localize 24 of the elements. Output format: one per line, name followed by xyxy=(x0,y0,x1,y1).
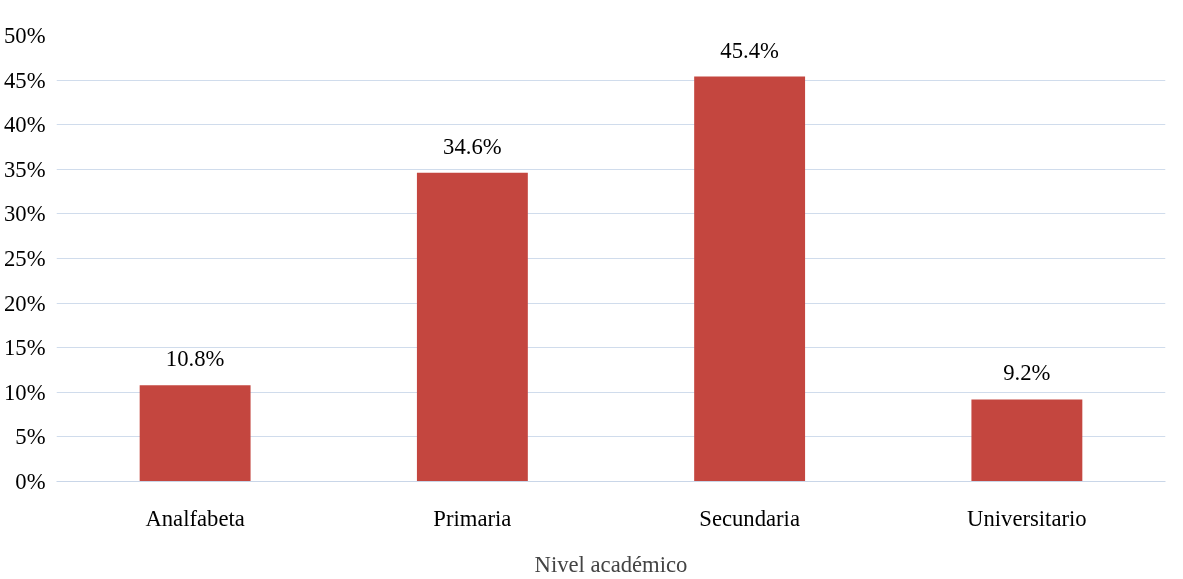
y-tick-label: 40% xyxy=(3,112,46,138)
bar xyxy=(139,385,251,482)
y-tick-label: 30% xyxy=(3,201,46,227)
bar xyxy=(416,172,528,482)
y-tick-label: 20% xyxy=(3,290,46,316)
y-tick-label: 50% xyxy=(3,23,46,48)
y-tick-label: 10% xyxy=(3,379,46,405)
y-tick-label: 25% xyxy=(3,246,46,271)
y-tick-label: 15% xyxy=(3,335,46,361)
data-label: 9.2% xyxy=(1003,360,1051,386)
y-tick-label: 5% xyxy=(15,424,46,450)
x-axis-title: Nivel académico xyxy=(534,551,688,577)
y-tick-label: 35% xyxy=(3,156,46,182)
data-label: 45.4% xyxy=(720,37,780,63)
bar xyxy=(971,399,1083,482)
x-tick-label: Analfabeta xyxy=(145,505,245,531)
x-tick-label: Primaria xyxy=(433,505,512,531)
y-tick-label: 0% xyxy=(15,469,46,494)
x-tick-label: Universitario xyxy=(967,505,1087,531)
data-label: 34.6% xyxy=(443,133,502,159)
data-label: 10.8% xyxy=(165,346,225,372)
x-tick-label: Secundaria xyxy=(699,505,800,531)
bar xyxy=(694,76,806,482)
y-tick-label: 45% xyxy=(3,67,46,93)
